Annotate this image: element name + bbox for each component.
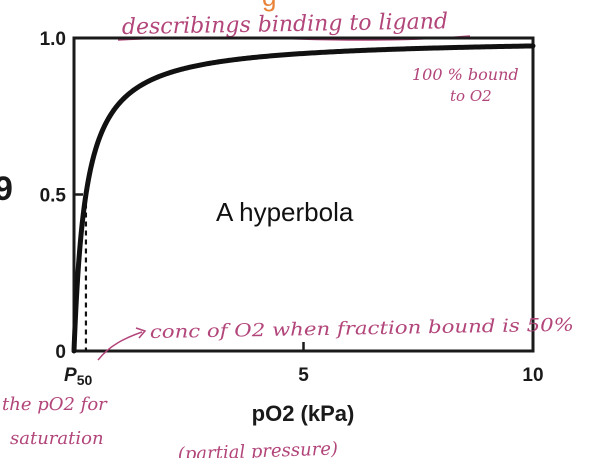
conc-note-arrow	[97, 331, 143, 361]
y-axis-ticks: 0 0.5 1.0	[40, 29, 83, 363]
x-tick-label: P50	[64, 365, 92, 388]
left-edge-fragment: 9	[0, 170, 13, 208]
handwritten-top-note: describings binding to ligand	[122, 9, 449, 40]
y-tick-label: 0	[55, 342, 66, 363]
handwritten-saturation-note-2: to O2	[450, 87, 492, 105]
curve-label: A hyperbola	[216, 197, 354, 227]
handwritten-left-note-2: saturation	[10, 428, 104, 449]
y-tick-label: 1.0	[40, 29, 66, 50]
series-line-binding-curve	[71, 43, 536, 354]
handwritten-bottom-note: (partial pressure)	[177, 438, 338, 458]
x-axis-label: pO2 (kPa)	[252, 401, 355, 426]
conc-note-arrowhead	[135, 327, 147, 339]
top-edge-fragment: g	[262, 0, 276, 12]
x-tick-label: 10	[522, 365, 543, 386]
x-tick-label: 5	[298, 365, 309, 386]
handwritten-left-note-1: the pO2 for	[2, 394, 108, 415]
handwritten-conc-note: conc of O2 when fraction bound is 50%	[150, 315, 574, 343]
handwritten-saturation-note-1: 100 % bound	[412, 65, 519, 84]
x-axis-ticks: P50 5 10	[64, 342, 544, 388]
y-tick-label: 0.5	[40, 186, 67, 207]
